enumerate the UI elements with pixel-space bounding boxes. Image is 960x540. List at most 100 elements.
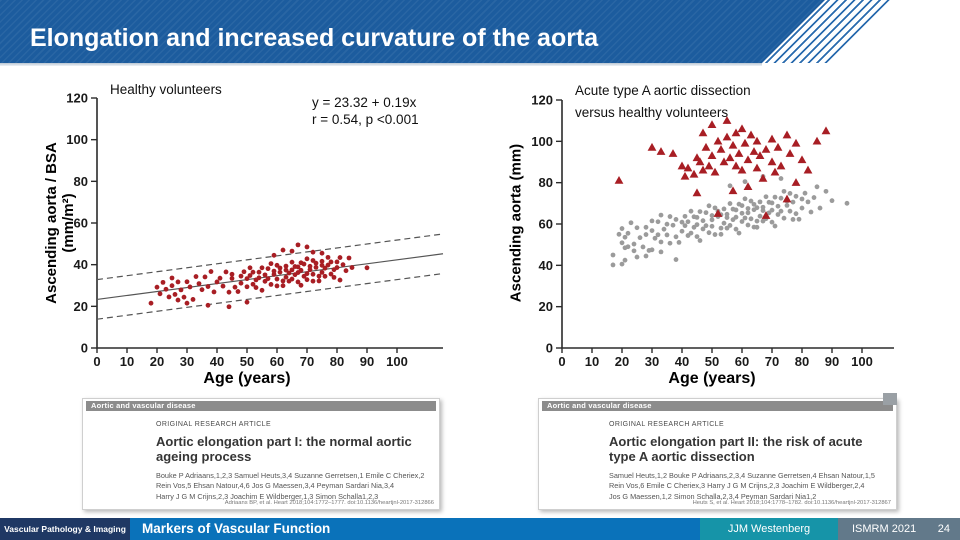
healthy-data-point — [190, 297, 196, 302]
healthy-data-point — [238, 280, 244, 286]
healthy-data-point — [325, 254, 331, 260]
dissection-data-point — [752, 163, 762, 172]
healthy-data-point — [745, 210, 751, 216]
citation-body: ORIGINAL RESEARCH ARTICLE Aortic elongat… — [609, 421, 888, 502]
healthy-data-point — [166, 294, 172, 300]
dissection-data-point — [683, 163, 693, 172]
healthy-data-point — [181, 294, 187, 300]
dissection-data-point — [749, 147, 759, 155]
healthy-data-point — [307, 267, 313, 273]
healthy-data-point — [787, 208, 793, 214]
healthy-data-point — [793, 193, 799, 199]
x-tick-label: 70 — [300, 354, 314, 369]
healthy-data-point — [187, 284, 193, 290]
healthy-data-point — [289, 267, 295, 273]
healthy-data-point — [823, 188, 829, 194]
healthy-data-point — [700, 218, 706, 224]
y-tick-label: 0 — [546, 341, 553, 356]
dissection-data-point — [722, 132, 732, 141]
healthy-data-point — [733, 226, 739, 232]
healthy-data-point — [319, 269, 325, 275]
healthy-data-point — [256, 269, 262, 275]
healthy-data-point — [328, 271, 334, 277]
dissection-data-point — [791, 178, 801, 186]
healthy-data-point — [724, 215, 730, 220]
healthy-data-point — [625, 244, 631, 250]
healthy-data-point — [748, 216, 754, 222]
healthy-data-point — [271, 268, 277, 274]
healthy-data-point — [202, 274, 208, 280]
healthy-data-point — [265, 266, 271, 272]
y-tick-label: 40 — [74, 257, 88, 272]
healthy-data-point — [310, 278, 316, 284]
healthy-data-point — [643, 232, 649, 237]
healthy-data-point — [295, 264, 301, 270]
healthy-data-point — [250, 269, 256, 275]
healthy-data-point — [703, 223, 709, 229]
healthy-data-point — [673, 217, 679, 222]
healthy-data-point — [649, 218, 655, 224]
healthy-data-point — [268, 282, 274, 287]
confidence-band-line — [96, 272, 444, 320]
healthy-data-point — [298, 282, 304, 288]
y-tick-label: 120 — [531, 92, 553, 107]
dissection-data-point — [677, 161, 687, 170]
x-tick-label: 60 — [270, 354, 284, 369]
healthy-data-point — [157, 291, 163, 297]
healthy-data-point — [247, 273, 253, 278]
healthy-data-point — [217, 275, 223, 281]
healthy-data-point — [667, 214, 673, 219]
healthy-data-point — [676, 239, 682, 245]
healthy-data-point — [739, 210, 745, 216]
healthy-data-point — [169, 275, 175, 281]
healthy-data-point — [268, 261, 274, 267]
dissection-data-point — [728, 186, 738, 195]
healthy-data-point — [184, 300, 190, 306]
x-tick-label: 80 — [330, 354, 344, 369]
dissection-data-point — [767, 157, 777, 166]
healthy-data-point — [229, 271, 235, 277]
dissection-data-point — [791, 138, 801, 147]
healthy-data-point — [790, 217, 796, 222]
healthy-data-point — [781, 188, 787, 194]
healthy-data-point — [688, 208, 694, 214]
healthy-data-point — [700, 226, 706, 232]
healthy-data-point — [322, 265, 328, 271]
dissection-data-point — [758, 173, 768, 182]
dissection-data-point — [689, 169, 699, 178]
dissection-data-point — [656, 147, 666, 155]
healthy-data-point — [310, 249, 316, 255]
healthy-data-point — [280, 283, 286, 289]
healthy-data-point — [844, 200, 850, 206]
healthy-data-point — [619, 240, 625, 246]
healthy-data-point — [763, 194, 769, 200]
healthy-data-point — [673, 234, 679, 240]
dissection-data-point — [698, 128, 708, 137]
healthy-data-point — [733, 214, 739, 220]
healthy-data-point — [196, 281, 202, 287]
chart-dissection-vs-healthy: Acute type A aortic dissection versus he… — [492, 78, 932, 393]
healthy-data-point — [673, 257, 679, 262]
healthy-data-point — [160, 279, 166, 285]
healthy-data-point — [649, 228, 655, 234]
healthy-data-point — [334, 265, 340, 270]
dissection-data-point — [725, 153, 735, 162]
healthy-data-point — [796, 216, 802, 222]
article-authors: Bouke P Adriaans,1,2,3 Samuel Heuts,3,4 … — [156, 470, 425, 501]
dissection-data-point — [719, 157, 729, 166]
healthy-data-point — [331, 274, 337, 280]
healthy-data-point — [712, 205, 718, 211]
healthy-data-point — [220, 283, 226, 289]
healthy-scatter-plot: 0 10 20 30 40 50 60 70 80 90 100 0 20 40 60 80 100 120 — [66, 91, 444, 369]
healthy-data-point — [256, 275, 262, 281]
healthy-data-point — [772, 223, 778, 229]
healthy-data-point — [304, 256, 310, 262]
x-tick-label: 70 — [765, 354, 779, 369]
healthy-data-point — [295, 279, 301, 285]
article-type: ORIGINAL RESEARCH ARTICLE — [609, 421, 725, 428]
x-tick-label: 10 — [120, 354, 134, 369]
healthy-data-point — [304, 271, 310, 277]
healthy-data-point — [712, 232, 718, 237]
healthy-data-point — [772, 194, 778, 200]
healthy-data-point — [634, 254, 640, 260]
